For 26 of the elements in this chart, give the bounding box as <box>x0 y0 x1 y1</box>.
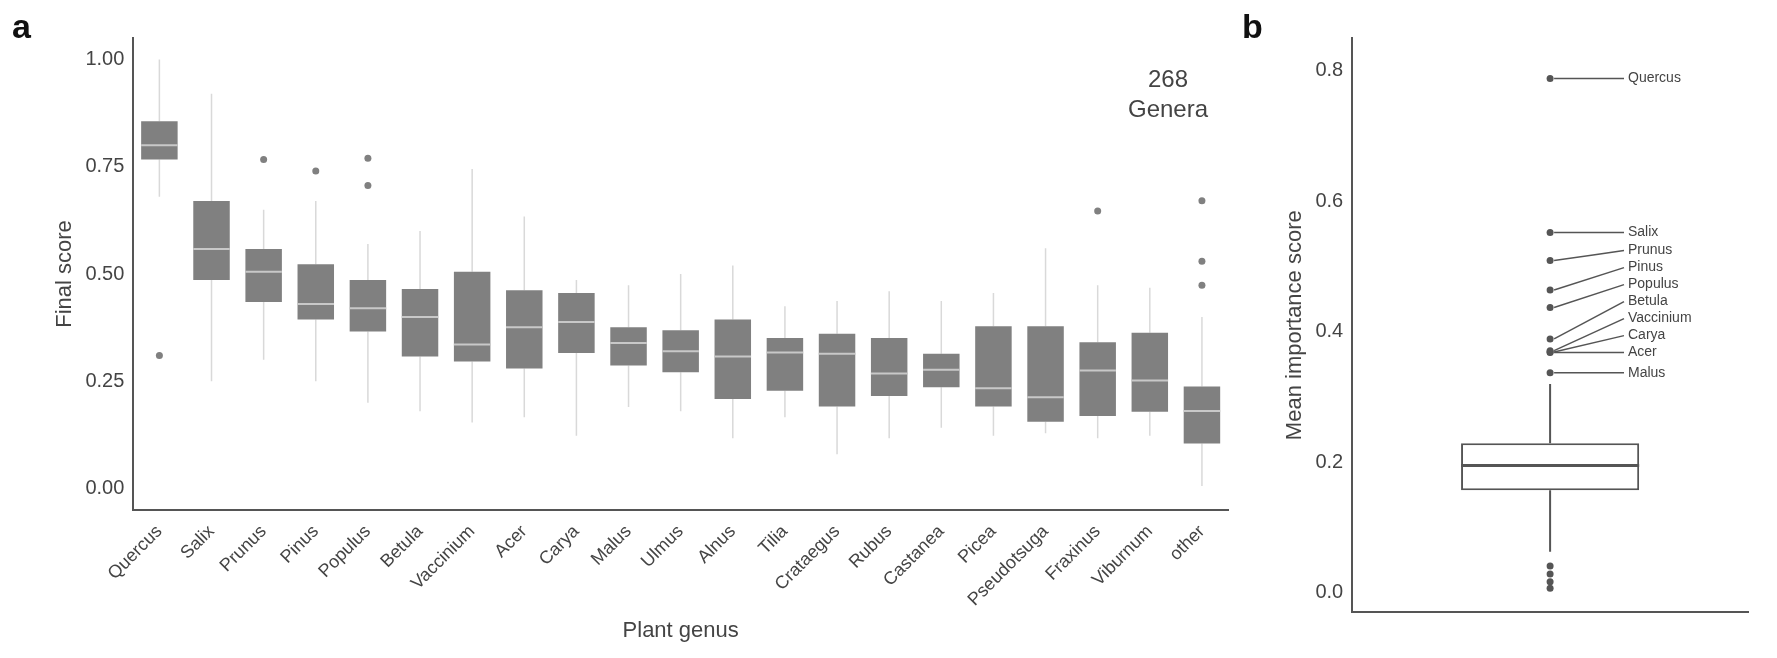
chart-title: a <box>12 7 32 46</box>
y-tick-label: 0.4 <box>1315 319 1344 342</box>
y-tick-label: 1.00 <box>85 46 125 69</box>
y-tick-label: 0.75 <box>85 154 125 177</box>
y-tick-label: 0.2 <box>1315 449 1344 472</box>
annotation: Betula <box>1628 292 1668 309</box>
chart-title: b <box>1242 7 1263 46</box>
y-tick-label: 0.6 <box>1315 188 1344 211</box>
annotation: Quercus <box>1628 69 1681 86</box>
y-axis-title: Final score <box>51 220 77 328</box>
y-tick-label: 0.25 <box>85 368 125 391</box>
y-tick-label: 0.8 <box>1315 58 1344 81</box>
annotation: Salix <box>1628 223 1659 240</box>
annotation: Carya <box>1628 326 1666 343</box>
annotation: Vaccinium <box>1628 309 1692 326</box>
y-tick-label: 0.00 <box>85 476 125 499</box>
annotation: Acer <box>1628 343 1658 360</box>
x-axis-title: Plant genus <box>622 616 739 642</box>
annotation: 268 Genera <box>1127 64 1209 122</box>
annotation: Malus <box>1628 363 1666 380</box>
annotation: Prunus <box>1628 241 1673 258</box>
y-tick-label: 0.0 <box>1315 580 1344 603</box>
y-tick-label: 0.50 <box>85 261 125 284</box>
y-axis-title: Mean importance score <box>1281 210 1307 441</box>
annotation: Pinus <box>1628 258 1664 275</box>
annotation: Populus <box>1628 275 1679 292</box>
